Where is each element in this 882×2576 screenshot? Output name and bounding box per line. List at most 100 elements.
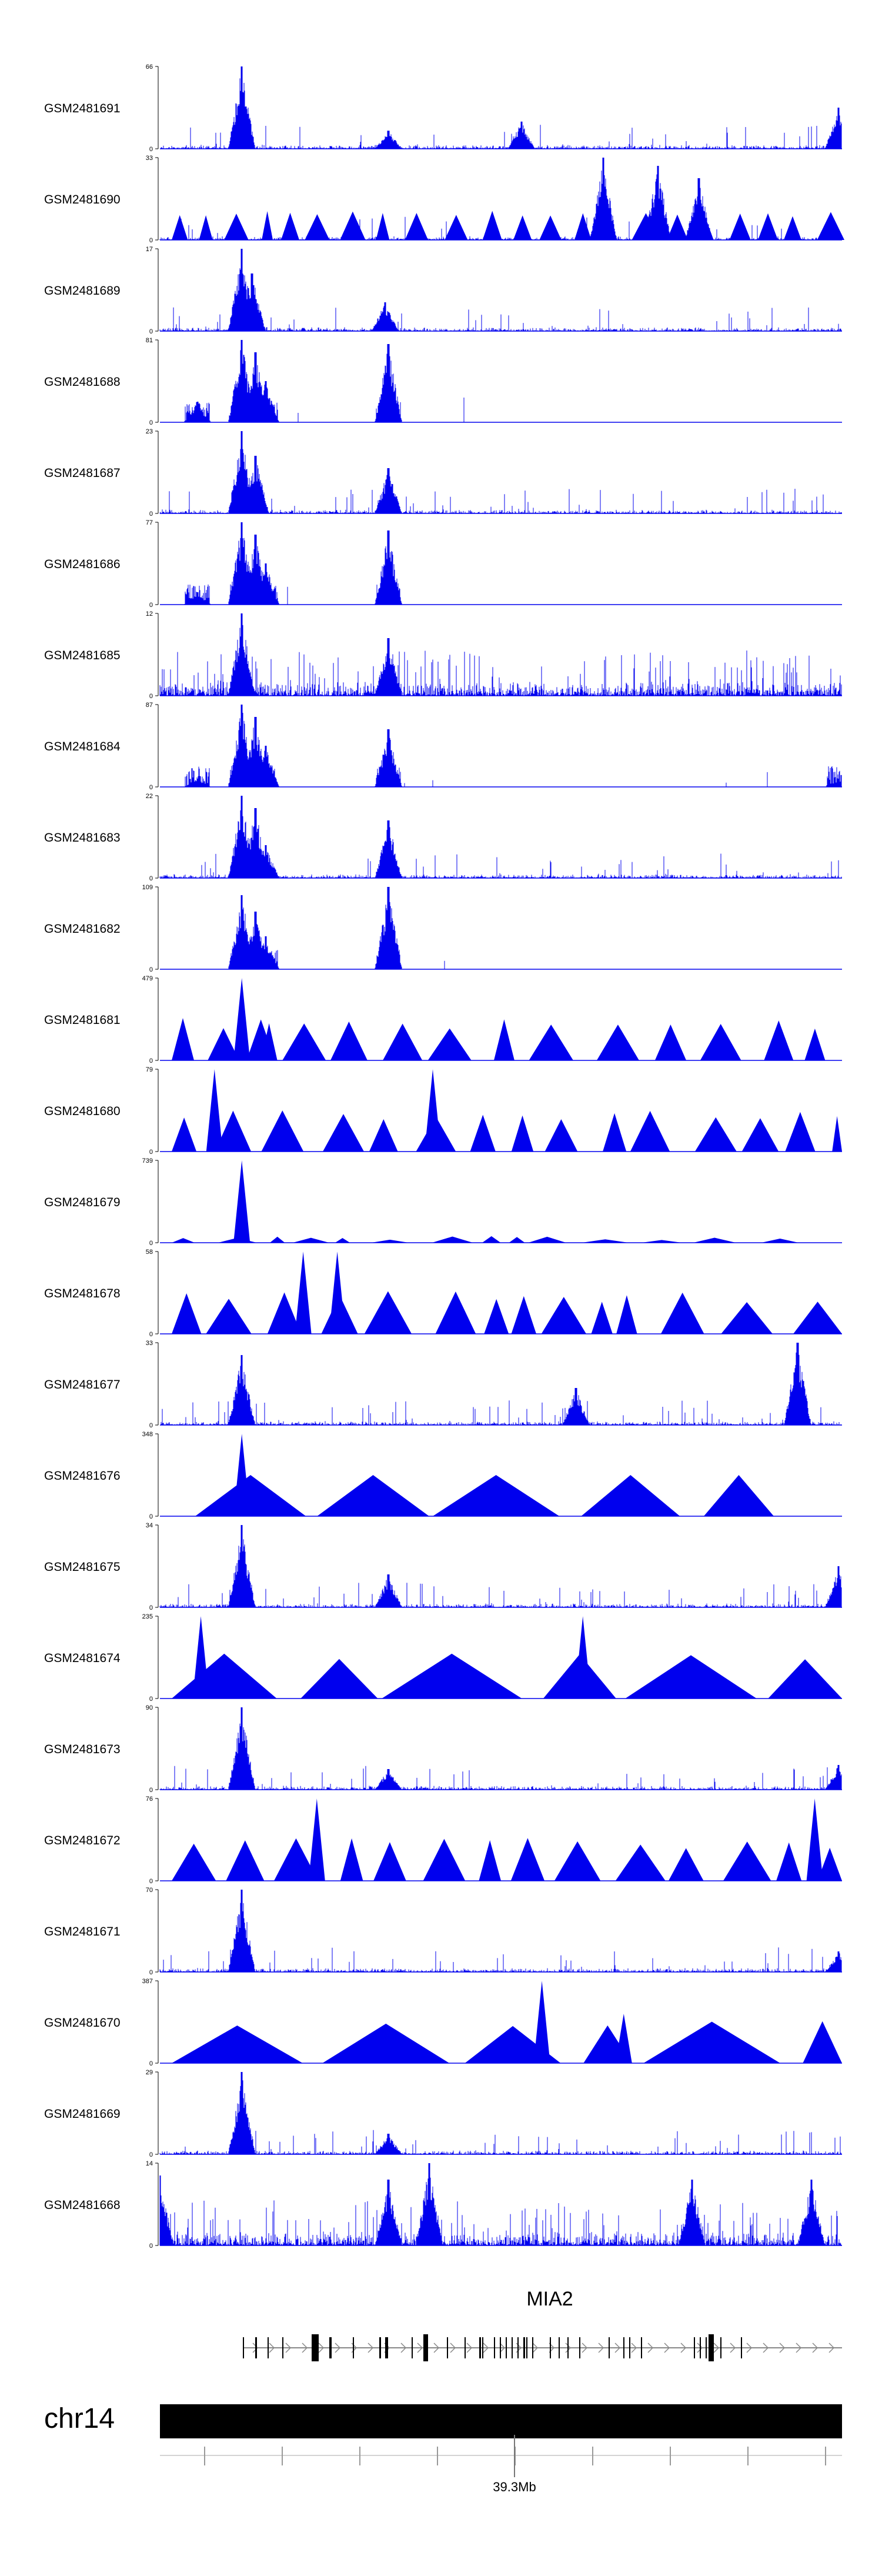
exon [709, 2334, 714, 2361]
exon [412, 2337, 413, 2358]
y-max-label: 33 [146, 155, 153, 162]
track-GSM2481684: GSM2481684 87 0 [44, 702, 842, 791]
signal-triangle [616, 1295, 637, 1334]
signal-triangle [300, 1659, 378, 1699]
signal-triangle [470, 1115, 496, 1152]
signal-triangle [226, 1840, 265, 1881]
chromosome-label: chr14 [44, 2403, 115, 2434]
signal-triangle [513, 215, 532, 240]
exon [479, 2337, 481, 2358]
track-label: GSM2481689 [44, 284, 121, 298]
signal-triangle [509, 1237, 525, 1243]
signal-triangle [445, 215, 468, 240]
signal-triangle [694, 1117, 737, 1152]
signal-tracks: GSM2481691660GSM2481690330GSM2481689170G… [44, 64, 845, 2250]
exon [700, 2337, 701, 2358]
signal-triangle [340, 1838, 363, 1881]
gene-track: MIA2 [243, 2288, 842, 2361]
exon [512, 2337, 513, 2358]
signal-peak [308, 1798, 325, 1881]
y-max-label: 87 [146, 702, 153, 709]
y-max-label: 22 [146, 793, 153, 800]
track-label: GSM2481668 [44, 2198, 121, 2212]
exon [523, 2337, 525, 2358]
y-max-label: 58 [146, 1249, 153, 1256]
y-max-label: 70 [146, 1887, 153, 1894]
signal-triangle [721, 1302, 773, 1334]
strand-arrow [598, 2343, 604, 2353]
signal-triangle [776, 1842, 802, 1881]
y-max-label: 29 [146, 2069, 153, 2076]
exon [641, 2337, 642, 2358]
y-max-label: 348 [142, 1431, 153, 1438]
exon [379, 2337, 381, 2358]
signal-triangle [581, 1475, 680, 1516]
exon [720, 2337, 721, 2358]
exon [609, 2337, 610, 2358]
y-max-label: 34 [146, 1522, 153, 1529]
chromosome-ideogram: chr14 39.3Mb [44, 2403, 842, 2494]
exon [268, 2337, 269, 2358]
signal-bars [159, 249, 842, 331]
signal-triangle [641, 1240, 683, 1243]
y-min-label: 0 [149, 875, 153, 882]
y-min-label: 0 [149, 1149, 153, 1156]
exon [494, 2337, 495, 2358]
signal-triangle [330, 1022, 368, 1060]
signal-bars [159, 1525, 842, 1607]
y-max-label: 109 [142, 884, 153, 891]
signal-triangle [317, 1475, 429, 1516]
track-label: GSM2481673 [44, 1743, 121, 1756]
signal-triangle [482, 211, 502, 240]
signal-bars [160, 705, 842, 787]
strand-arrow [335, 2343, 341, 2353]
signal-triangle [427, 1028, 472, 1060]
strand-arrow [368, 2343, 374, 2353]
y-max-label: 77 [146, 519, 153, 526]
signal-peak [260, 1023, 278, 1060]
coordinate-axis [160, 2435, 842, 2477]
strand-arrow [400, 2343, 407, 2353]
exon [353, 2337, 354, 2358]
exon [243, 2337, 244, 2358]
signal-triangle [369, 1119, 398, 1152]
signal-triangle [793, 1302, 842, 1334]
signal-triangle [528, 1236, 566, 1243]
track-label: GSM2481681 [44, 1013, 121, 1027]
track-GSM2481675: GSM2481675 34 0 [44, 1522, 842, 1611]
signal-triangle [370, 1239, 409, 1243]
signal-triangle [206, 1299, 252, 1334]
signal-triangle [668, 1848, 704, 1881]
track-GSM2481669: GSM2481669 29 0 [44, 2069, 842, 2158]
signal-bars [159, 431, 842, 513]
signal-triangle [280, 212, 299, 240]
y-max-label: 66 [146, 64, 153, 71]
strand-arrow [763, 2343, 769, 2353]
signal-bars [159, 2163, 842, 2245]
signal-triangle [482, 1236, 501, 1243]
y-min-label: 0 [149, 2243, 153, 2250]
y-min-label: 0 [149, 2151, 153, 2158]
signal-triangle [539, 215, 562, 240]
y-max-label: 79 [146, 1066, 153, 1073]
track-GSM2481687: GSM2481687 23 0 [44, 428, 842, 518]
signal-triangle [768, 1659, 842, 1699]
track-label: GSM2481679 [44, 1196, 121, 1209]
y-min-label: 0 [149, 1969, 153, 1976]
signal-bars [159, 1890, 842, 1972]
signal-triangle [224, 213, 249, 240]
y-min-label: 0 [149, 510, 153, 518]
track-GSM2481678: GSM2481678 58 0 [44, 1249, 842, 1338]
signal-triangle [511, 1296, 536, 1334]
signal-triangle [700, 1024, 741, 1060]
signal-triangle [582, 1239, 629, 1243]
y-max-label: 739 [142, 1157, 153, 1164]
signal-triangle [335, 1238, 350, 1243]
signal-triangle [273, 1838, 319, 1881]
signal-triangle [261, 1110, 304, 1152]
signal-bars [161, 66, 842, 149]
signal-triangle [596, 1025, 639, 1060]
signal-triangle [544, 1119, 578, 1152]
strand-arrow [483, 2343, 489, 2353]
y-max-label: 235 [142, 1613, 153, 1620]
